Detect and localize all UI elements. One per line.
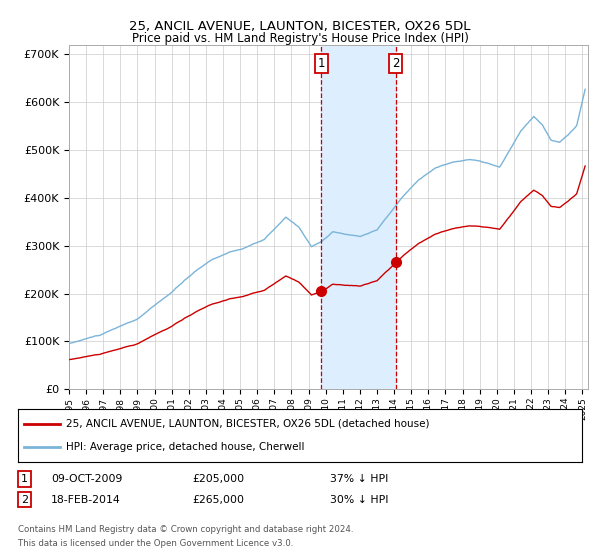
Text: 2: 2	[21, 494, 28, 505]
Text: HPI: Average price, detached house, Cherwell: HPI: Average price, detached house, Cher…	[66, 442, 304, 452]
Text: 37% ↓ HPI: 37% ↓ HPI	[330, 474, 388, 484]
Text: £205,000: £205,000	[192, 474, 244, 484]
Text: This data is licensed under the Open Government Licence v3.0.: This data is licensed under the Open Gov…	[18, 539, 293, 548]
Text: 30% ↓ HPI: 30% ↓ HPI	[330, 494, 389, 505]
Text: 1: 1	[21, 474, 28, 484]
Text: Price paid vs. HM Land Registry's House Price Index (HPI): Price paid vs. HM Land Registry's House …	[131, 32, 469, 45]
Text: 2: 2	[392, 58, 400, 71]
Text: 18-FEB-2014: 18-FEB-2014	[51, 494, 121, 505]
Text: 25, ANCIL AVENUE, LAUNTON, BICESTER, OX26 5DL: 25, ANCIL AVENUE, LAUNTON, BICESTER, OX2…	[129, 20, 471, 32]
Text: 25, ANCIL AVENUE, LAUNTON, BICESTER, OX26 5DL (detached house): 25, ANCIL AVENUE, LAUNTON, BICESTER, OX2…	[66, 419, 430, 429]
Text: 09-OCT-2009: 09-OCT-2009	[51, 474, 122, 484]
Text: Contains HM Land Registry data © Crown copyright and database right 2024.: Contains HM Land Registry data © Crown c…	[18, 525, 353, 534]
Text: 1: 1	[317, 58, 325, 71]
Bar	[322, 45, 395, 389]
Text: £265,000: £265,000	[192, 494, 244, 505]
